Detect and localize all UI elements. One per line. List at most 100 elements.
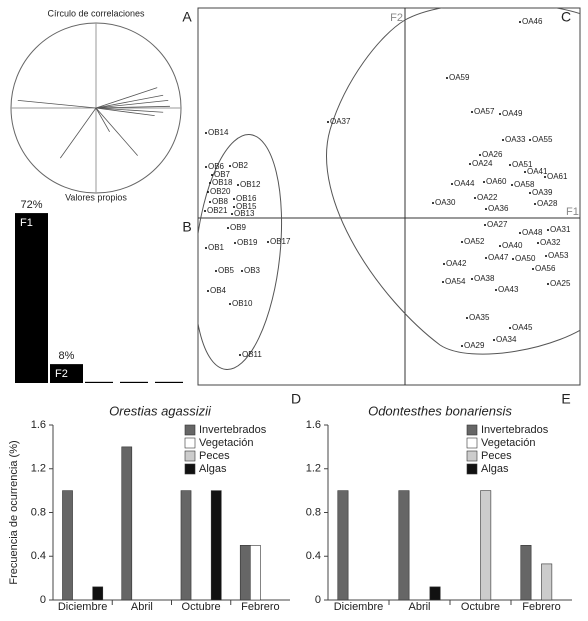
point [474,197,476,199]
loading-vector [59,107,97,159]
point-label: OB5 [218,266,235,275]
point-label: OA56 [535,264,556,273]
point-label: OB9 [230,223,247,232]
point-label: OA34 [496,335,517,344]
bar [480,490,492,601]
eigen-bar [155,381,183,383]
y-axis-label: Frecuencia de ocurrencia (%) [8,440,20,584]
point-label: OB11 [242,350,262,359]
legend-swatch [184,463,196,475]
point-label: OA24 [472,159,493,168]
panel-label: A [182,9,192,25]
point-label: OA50 [515,254,536,263]
point [466,317,468,319]
point [442,281,444,283]
point-label: OA53 [548,251,569,260]
y-tick-label: 0.8 [31,506,46,518]
point-label: OA22 [477,193,498,202]
point [499,245,501,247]
point-label: OB19 [237,238,258,247]
point [529,192,531,194]
point [547,229,549,231]
loading-vector [95,107,164,113]
point-label: OA54 [445,277,466,286]
point [229,165,231,167]
point [205,247,207,249]
point [485,208,487,210]
legend-swatch [184,424,196,436]
point-label: OA41 [527,167,548,176]
y-tick-label: 0.4 [306,550,321,562]
point [469,163,471,165]
chart-title: Odontesthes bonariensis [368,403,512,418]
loading-vector [95,105,170,109]
bar [92,586,104,601]
point-label: OA38 [474,274,495,283]
chart-title: Orestias agassizii [109,403,212,418]
point [483,181,485,183]
category-label: F1 [20,217,33,229]
x-tick-label: Febrero [522,601,561,613]
x-tick-label: Abril [408,601,430,613]
loading-vector [95,107,110,132]
value-label: 8% [59,350,75,362]
bar [180,490,192,601]
eigen-bar [85,381,113,383]
point [227,227,229,229]
x-tick-label: Febrero [241,601,280,613]
plot-frame [197,7,581,386]
point [519,232,521,234]
point-label: OA42 [446,259,467,268]
panel-label: C [561,9,571,25]
x-tick-label: Octubre [182,601,221,613]
point [209,182,211,184]
legend-label: Peces [481,450,512,462]
point-label: OA40 [502,241,523,250]
loading-vector [95,107,155,117]
point [451,183,453,185]
eigen-bar [50,364,83,383]
oa-ellipse [326,8,580,355]
bar [62,490,73,601]
x-tick-label: Octubre [461,601,500,613]
bar [210,490,222,601]
point [461,345,463,347]
point [532,268,534,270]
eigen-bar [15,213,48,383]
point [502,139,504,141]
y-tick-label: 0 [315,594,321,606]
bar [121,446,133,601]
y-tick-label: 0.8 [306,506,321,518]
point [524,171,526,173]
bar [250,545,261,601]
x-tick-label: Diciembre [334,601,384,613]
panel-label: B [182,219,191,235]
y-tick-label: 1.2 [31,463,46,475]
point [511,184,513,186]
point [267,241,269,243]
legend-label: Algas [199,463,227,475]
point-label: OB15 [236,202,257,211]
point [327,121,329,123]
point [485,257,487,259]
point-label: OA27 [487,220,508,229]
point [231,213,233,215]
point-label: OA25 [550,279,571,288]
legend-label: Vegetación [481,437,535,449]
point [233,198,235,200]
point-label: OB10 [232,299,253,308]
legend-swatch [466,437,478,449]
point-label: OA35 [469,313,490,322]
point-label: OA29 [464,341,485,350]
point-label: OA32 [540,238,561,247]
ob-ellipse [198,134,283,370]
point [209,201,211,203]
point-label: OA58 [514,180,535,189]
x-tick-label: Abril [131,601,153,613]
legend-label: Invertebrados [481,424,549,436]
point [519,21,521,23]
point-label: OA55 [532,135,553,144]
point [241,270,243,272]
panel-label: D [291,391,301,407]
